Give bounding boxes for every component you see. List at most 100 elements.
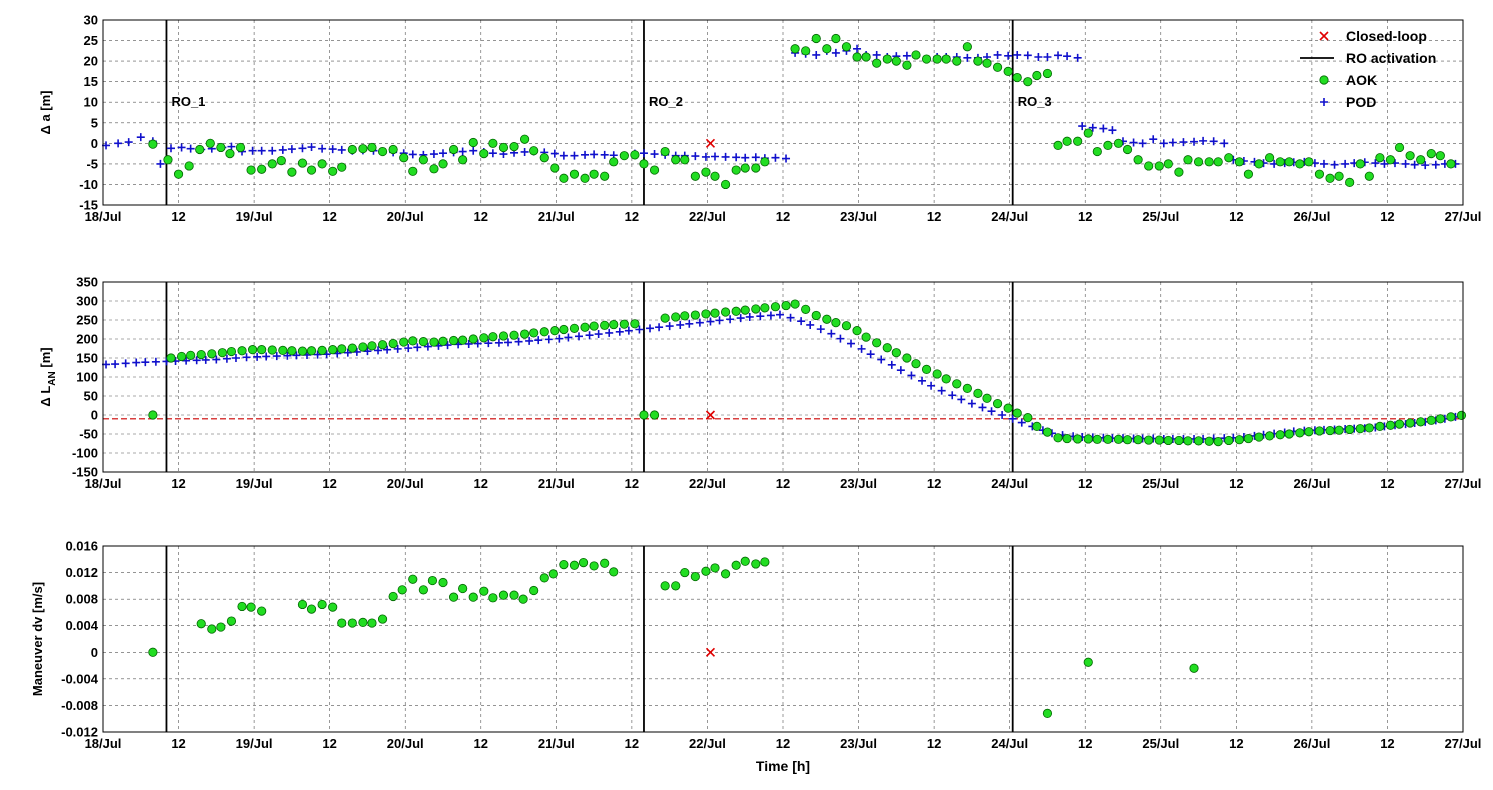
pod-point-58	[691, 152, 700, 161]
pod-point-17	[278, 145, 287, 154]
aok-point-43	[589, 321, 599, 331]
aok-point-47	[630, 319, 640, 329]
aok-point-48	[740, 556, 750, 566]
pod-point-14	[242, 353, 251, 362]
aok-point-67	[852, 52, 862, 62]
aok-point-12	[276, 156, 286, 166]
aok-point-62	[801, 46, 811, 56]
aok-point-117	[1334, 425, 1344, 435]
aok-point-123	[1416, 155, 1426, 165]
x-tick-label: 19/Jul	[236, 736, 273, 751]
pod-point-5	[156, 159, 165, 168]
pod-point-61	[721, 152, 730, 161]
pod-point-75	[857, 344, 866, 353]
y-tick-label: 0	[91, 645, 98, 660]
pod-point-15	[253, 352, 262, 361]
pod-point-93	[1043, 53, 1052, 61]
aok-point-55	[710, 171, 720, 181]
aok-point-6	[217, 348, 227, 358]
pod-point-66	[771, 153, 780, 162]
pod-point-28	[383, 345, 392, 354]
panel-delta-a: 18/Jul 12 19/Jul 12 20/Jul 12 21/Jul 12 22/Jul 12…	[38, 13, 1481, 225]
aok-point-27	[429, 337, 439, 347]
aok-point-121	[1375, 421, 1385, 431]
y-tick-label: 30	[84, 13, 98, 28]
aok-point-114	[1304, 427, 1314, 437]
pod-point-122	[1330, 160, 1339, 169]
aok-point-0	[148, 647, 158, 657]
pod-point-36	[469, 146, 478, 155]
aok-point-7	[257, 606, 267, 616]
aok-point-119	[1375, 153, 1385, 163]
aok-point-33	[488, 138, 498, 148]
aok-point-89	[1073, 136, 1083, 146]
aok-point-1	[196, 619, 206, 629]
pod-point-126	[1371, 159, 1380, 168]
pod-point-10	[201, 355, 210, 364]
pod-point-20	[307, 143, 316, 152]
aok-point-34	[498, 331, 509, 341]
aok-point-104	[1204, 436, 1214, 446]
aok-point-41	[671, 581, 681, 591]
pod-point-30	[408, 150, 417, 159]
aok-point-53	[690, 171, 700, 181]
series-pod	[102, 44, 1460, 170]
aok-point-111	[1275, 430, 1285, 440]
x-tick-label: 12	[1229, 736, 1243, 751]
aok-point-96	[1122, 435, 1133, 445]
aok-point-80	[962, 383, 972, 393]
aok-point-86	[1023, 413, 1033, 423]
pod-point-131	[1421, 161, 1430, 170]
aok-point-60	[760, 157, 770, 167]
aok-point-120	[1385, 155, 1396, 165]
x-tick-label: 27/Jul	[1445, 209, 1482, 224]
x-tick-label: 22/Jul	[689, 736, 726, 751]
aok-point-31	[529, 585, 539, 596]
y-tick-label: 0.008	[65, 592, 98, 607]
pod-point-15	[257, 146, 266, 155]
aok-point-14	[297, 158, 308, 168]
y-tick-label: 100	[76, 370, 98, 385]
aok-point-4	[196, 349, 206, 360]
pod-point-3	[132, 358, 141, 367]
pod-point-17	[272, 352, 281, 361]
aok-point-122	[1385, 420, 1396, 430]
aok-point-98	[1163, 159, 1173, 169]
aok-point-84	[1023, 77, 1033, 87]
aok-point-25	[468, 592, 478, 602]
pod-point-74	[847, 339, 855, 348]
pod-point-66	[766, 311, 775, 320]
pod-point-31	[413, 343, 422, 352]
pod-point-52	[624, 326, 633, 335]
y-tick-label: 25	[84, 33, 98, 48]
x-tick-label: 12	[776, 209, 790, 224]
aok-point-50	[760, 557, 770, 567]
pod-point-14	[248, 146, 257, 155]
x-tick-label: 12	[1380, 736, 1394, 751]
pod-point-90	[1008, 414, 1017, 423]
aok-point-89	[1053, 433, 1063, 443]
aok-point-103	[1213, 157, 1223, 167]
pod-point-12	[222, 354, 231, 363]
aok-point-49	[751, 559, 761, 569]
pod-point-108	[1190, 137, 1199, 146]
x-tick-label: 21/Jul	[538, 736, 575, 751]
aok-point-100	[1163, 435, 1173, 446]
aok-point-38	[539, 153, 549, 163]
x-tick-label: 20/Jul	[387, 209, 424, 224]
pod-point-57	[676, 320, 685, 329]
y-tick-label: 15	[84, 74, 98, 89]
aok-point-79	[973, 56, 983, 66]
x-tick-label: 12	[322, 476, 336, 491]
aok-point-4	[195, 144, 205, 155]
aok-point-106	[1243, 169, 1254, 179]
y-axis-label-delta-a: Δ a [m]	[38, 90, 53, 134]
pod-point-72	[831, 48, 840, 57]
x-tick-label: 19/Jul	[236, 476, 273, 491]
y-tick-label: 300	[76, 294, 98, 309]
legend-entry-closed-loop: Closed-loop	[1319, 28, 1427, 44]
aok-point-118	[1364, 171, 1374, 181]
aok-point-47	[630, 150, 640, 160]
aok-point-74	[921, 54, 932, 64]
x-tick-label: 25/Jul	[1142, 736, 1179, 751]
